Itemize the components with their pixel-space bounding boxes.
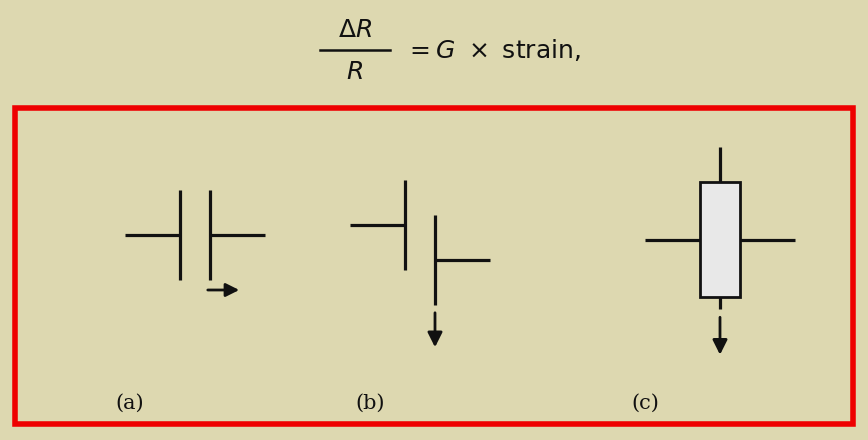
Text: (c): (c) [631,393,659,412]
Text: $\Delta R$: $\Delta R$ [338,18,372,42]
Text: $R$: $R$ [346,60,364,84]
Bar [700,183,740,297]
Bar [15,108,853,424]
Text: (a): (a) [115,393,144,412]
Text: $= G \ \times \ \mathrm{strain},$: $= G \ \times \ \mathrm{strain},$ [405,37,581,63]
Text: (b): (b) [355,393,385,412]
